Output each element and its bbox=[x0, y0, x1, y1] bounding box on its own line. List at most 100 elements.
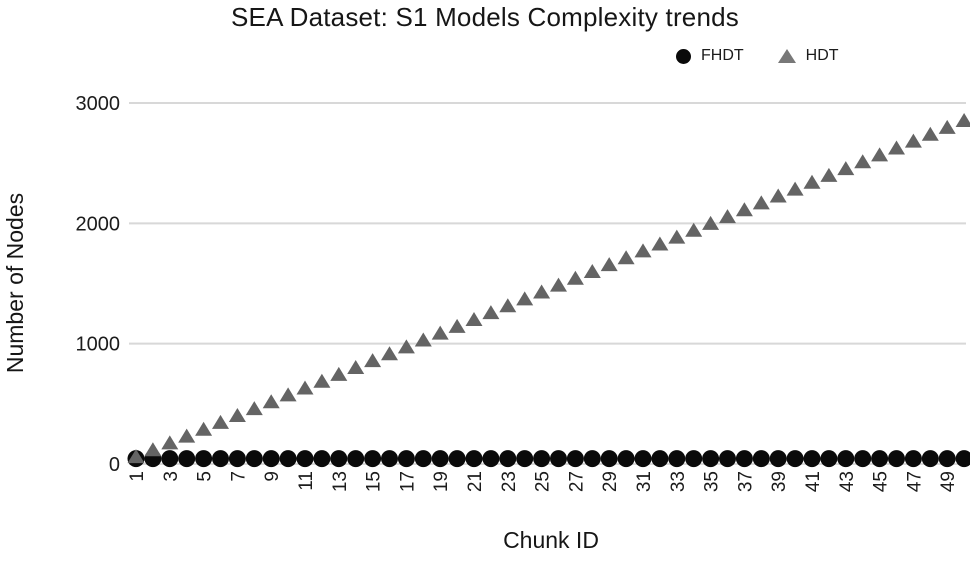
x-tick-label: 17 bbox=[397, 471, 418, 492]
hdt-marker bbox=[347, 359, 365, 374]
fhdt-marker bbox=[381, 450, 398, 468]
hdt-marker bbox=[296, 380, 314, 395]
x-tick-label: 7 bbox=[228, 471, 249, 482]
hdt-marker bbox=[600, 257, 618, 272]
fhdt-marker bbox=[499, 450, 517, 468]
hdt-marker bbox=[381, 346, 398, 361]
fhdt-marker bbox=[482, 450, 500, 468]
legend-label-hdt: HDT bbox=[805, 47, 839, 64]
fhdt-marker bbox=[904, 450, 922, 468]
hdt-marker bbox=[854, 154, 872, 169]
fhdt-marker bbox=[550, 450, 567, 468]
hdt-marker bbox=[685, 222, 703, 237]
fhdt-circle-icon bbox=[676, 48, 691, 64]
hdt-marker bbox=[634, 243, 652, 258]
fhdt-marker bbox=[685, 450, 703, 468]
hdt-marker bbox=[550, 277, 567, 292]
x-tick-label: 31 bbox=[634, 471, 655, 492]
fhdt-marker bbox=[228, 450, 246, 468]
fhdt-marker bbox=[702, 450, 720, 468]
hdt-marker bbox=[837, 161, 855, 176]
hdt-marker bbox=[955, 113, 970, 128]
fhdt-marker bbox=[296, 450, 314, 468]
fhdt-marker bbox=[735, 450, 753, 468]
y-tick-label: 1000 bbox=[76, 334, 121, 356]
hdt-marker bbox=[499, 298, 517, 313]
fhdt-marker bbox=[921, 450, 939, 468]
hdt-marker bbox=[245, 401, 263, 416]
fhdt-marker bbox=[752, 450, 770, 468]
fhdt-marker bbox=[837, 450, 855, 468]
hdt-triangle-icon bbox=[777, 49, 796, 63]
fhdt-marker bbox=[617, 450, 635, 468]
x-tick-label: 11 bbox=[296, 471, 317, 491]
x-tick-label: 49 bbox=[938, 471, 959, 492]
x-tick-label: 19 bbox=[431, 471, 452, 492]
fhdt-marker bbox=[245, 450, 263, 468]
hdt-marker bbox=[583, 263, 601, 278]
hdt-marker bbox=[228, 407, 246, 422]
fhdt-marker bbox=[888, 450, 905, 468]
hdt-marker bbox=[651, 236, 669, 251]
fhdt-marker bbox=[279, 450, 297, 468]
hdt-marker bbox=[871, 147, 889, 162]
fhdt-marker bbox=[651, 450, 669, 468]
y-tick-label: 0 bbox=[109, 454, 120, 476]
y-axis-tick-labels: 0 1000 2000 3000 bbox=[76, 93, 121, 476]
legend-item-fhdt: FHDT bbox=[676, 47, 744, 65]
hdt-marker bbox=[516, 291, 534, 306]
x-tick-label: 39 bbox=[769, 471, 790, 492]
hdt-marker bbox=[127, 449, 145, 464]
fhdt-marker bbox=[719, 450, 736, 468]
x-tick-label: 21 bbox=[465, 471, 486, 492]
fhdt-marker bbox=[195, 450, 213, 468]
x-tick-label: 41 bbox=[803, 471, 824, 492]
fhdt-marker bbox=[583, 450, 601, 468]
hdt-marker bbox=[786, 181, 804, 196]
x-tick-label: 1 bbox=[127, 471, 148, 482]
fhdt-marker bbox=[871, 450, 889, 468]
hdt-marker bbox=[279, 387, 297, 402]
hdt-marker bbox=[820, 167, 838, 182]
hdt-marker bbox=[313, 373, 331, 388]
hdt-marker bbox=[465, 311, 483, 326]
hdt-marker bbox=[330, 366, 348, 381]
hdt-marker bbox=[921, 126, 939, 141]
hdt-marker bbox=[617, 250, 635, 265]
hdt-marker bbox=[566, 270, 584, 285]
hdt-marker bbox=[938, 119, 956, 134]
x-tick-label: 27 bbox=[566, 471, 587, 492]
x-tick-label: 9 bbox=[262, 471, 283, 482]
fhdt-marker bbox=[854, 450, 872, 468]
fhdt-marker bbox=[161, 450, 179, 468]
series-hdt bbox=[127, 113, 970, 464]
x-tick-label: 35 bbox=[702, 471, 723, 492]
x-tick-label: 15 bbox=[364, 471, 385, 492]
fhdt-marker bbox=[566, 450, 584, 468]
hdt-marker bbox=[414, 332, 432, 347]
fhdt-marker bbox=[769, 450, 787, 468]
fhdt-marker bbox=[212, 450, 229, 468]
hdt-marker bbox=[752, 195, 770, 210]
x-tick-label: 23 bbox=[499, 471, 520, 492]
x-tick-label: 5 bbox=[195, 471, 216, 482]
y-tick-label: 2000 bbox=[76, 213, 121, 235]
fhdt-marker bbox=[347, 450, 365, 468]
hdt-marker bbox=[195, 421, 213, 436]
hdt-marker bbox=[668, 229, 686, 244]
hdt-marker bbox=[161, 435, 179, 450]
fhdt-marker bbox=[938, 450, 956, 468]
hdt-marker bbox=[482, 305, 500, 320]
fhdt-marker bbox=[600, 450, 618, 468]
x-tick-label: 3 bbox=[161, 471, 182, 482]
hdt-marker bbox=[397, 339, 415, 354]
fhdt-marker bbox=[431, 450, 449, 468]
hdt-marker bbox=[904, 133, 922, 148]
fhdt-marker bbox=[634, 450, 652, 468]
x-tick-label: 33 bbox=[668, 471, 689, 492]
fhdt-marker bbox=[397, 450, 415, 468]
hdt-marker bbox=[364, 353, 382, 368]
fhdt-marker bbox=[330, 450, 348, 468]
